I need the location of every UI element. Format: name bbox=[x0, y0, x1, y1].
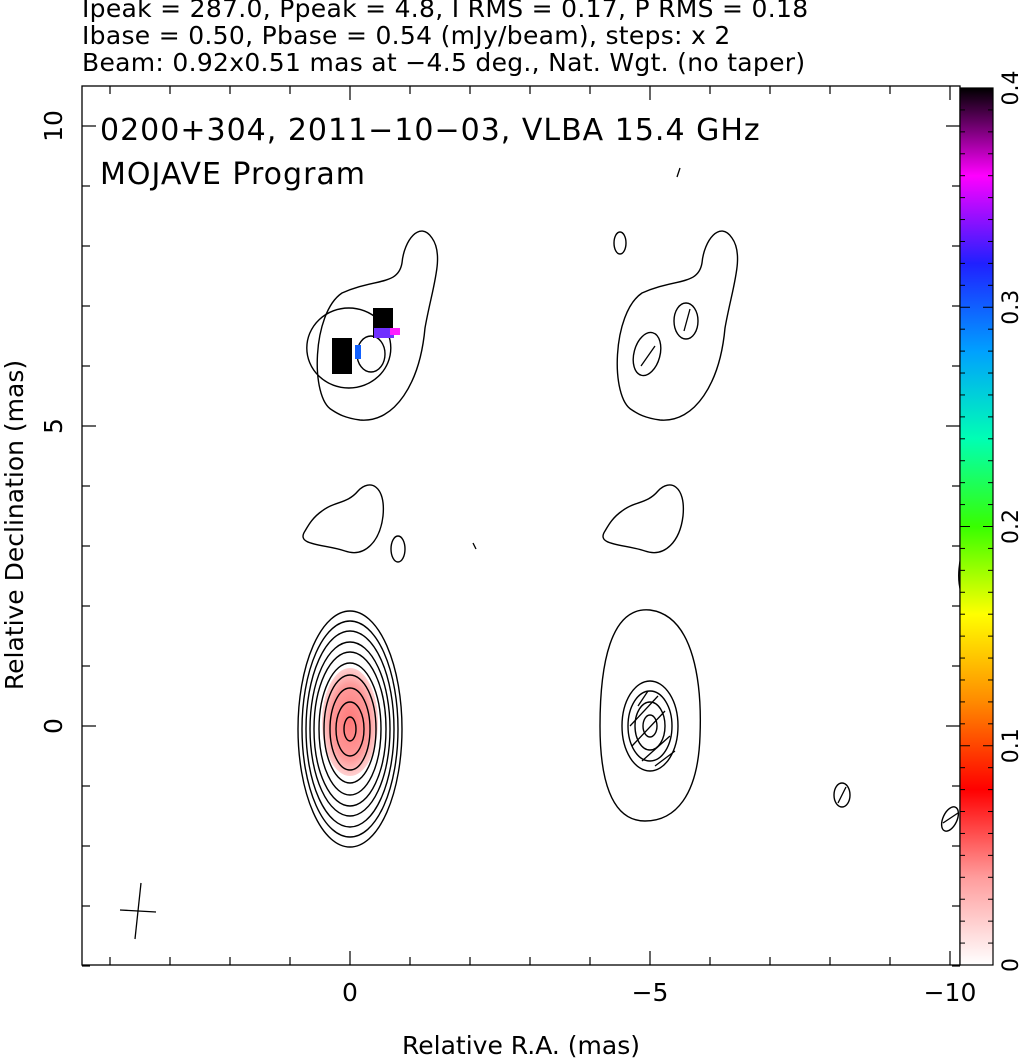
map-layer bbox=[119, 167, 960, 940]
colorbar-tick-labels: 0 0.1 0.2 0.3 0.4 bbox=[999, 71, 1021, 973]
x-tick-label: 0 bbox=[342, 978, 358, 1007]
comp-east-hatch bbox=[631, 710, 666, 747]
comp-east-middle-contour bbox=[602, 484, 685, 554]
chart-subtitle: MOJAVE Program bbox=[100, 157, 366, 192]
chart-title: 0200+304, 2011−10−03, VLBA 15.4 GHz bbox=[100, 113, 761, 148]
x-tick-label: −10 bbox=[924, 978, 977, 1007]
comp-east-contour bbox=[642, 714, 658, 738]
header-line-2: Ibase = 0.50, Pbase = 0.54 (mJy/beam), s… bbox=[82, 21, 731, 50]
comp-east-contour bbox=[627, 690, 673, 762]
core-contour bbox=[343, 716, 357, 742]
comp-east-hatch bbox=[641, 735, 671, 762]
comp-east-upper-inner-contour bbox=[632, 331, 662, 377]
colorbar-tick-label: 0.2 bbox=[999, 509, 1021, 544]
header-line-3: Beam: 0.92x0.51 mas at −4.5 deg., Nat. W… bbox=[82, 48, 806, 77]
core-contour bbox=[318, 662, 382, 796]
comp-east-contour bbox=[634, 701, 666, 751]
jet-middle-contour bbox=[302, 484, 385, 554]
core-contour bbox=[301, 620, 399, 838]
plot-frame bbox=[81, 85, 961, 966]
core-contour bbox=[305, 630, 395, 828]
axis-ticks bbox=[82, 86, 960, 967]
y-tick-label: 5 bbox=[39, 418, 68, 434]
core-contour bbox=[323, 674, 377, 784]
y-tick-labels: 0 5 10 bbox=[39, 110, 68, 734]
colorbar-tick-label: 0 bbox=[999, 958, 1021, 972]
polarization-pixel bbox=[390, 328, 400, 335]
small-contour bbox=[833, 782, 851, 808]
comp-east-hatch bbox=[629, 695, 659, 727]
x-tick-labels: 0 −5 −10 bbox=[342, 978, 976, 1007]
colorbar-tick-label: 0.1 bbox=[999, 728, 1021, 763]
y-tick-label: 0 bbox=[39, 718, 68, 734]
polarization-pixel bbox=[355, 345, 361, 359]
comp-east-contour bbox=[621, 680, 679, 772]
beam-like-component bbox=[958, 535, 960, 605]
core-contour bbox=[329, 687, 371, 771]
noise-mark bbox=[676, 167, 681, 178]
jet-upper-outer-contour bbox=[316, 230, 439, 421]
core-contour bbox=[297, 610, 403, 848]
polarization-pixel bbox=[332, 338, 352, 374]
y-tick-label: 10 bbox=[39, 110, 68, 142]
comp-east-hatch bbox=[654, 750, 676, 767]
small-contour bbox=[390, 535, 406, 563]
y-axis-label: Relative Declination (mas) bbox=[0, 360, 29, 690]
core-contour bbox=[335, 701, 365, 757]
comp-east-upper-inner-contour bbox=[673, 302, 699, 340]
jet-upper-inner-contour bbox=[356, 335, 386, 373]
small-contour bbox=[613, 231, 627, 255]
x-tick-label: −5 bbox=[632, 978, 669, 1007]
small-contour bbox=[940, 806, 960, 832]
polarization-pixel bbox=[374, 328, 394, 338]
jet-upper-mid-contour bbox=[306, 307, 392, 389]
colorbar: 0 0.1 0.2 0.3 0.4 bbox=[959, 71, 1021, 973]
comp-east-upper-outer-contour bbox=[616, 230, 739, 421]
x-axis-label: Relative R.A. (mas) bbox=[402, 1031, 640, 1060]
core-contour bbox=[313, 651, 387, 807]
noise-mark bbox=[472, 542, 477, 550]
core-polarization-fill bbox=[322, 668, 378, 776]
comp-east-upper-hatch bbox=[683, 308, 691, 332]
colorbar-tick-label: 0.4 bbox=[999, 71, 1021, 106]
core-contour bbox=[309, 641, 391, 817]
comp-east-upper-hatch bbox=[640, 345, 656, 367]
colorbar-tick-label: 0.3 bbox=[999, 290, 1021, 325]
comp-east-hatch bbox=[637, 690, 649, 707]
small-hatch bbox=[837, 786, 847, 804]
colorbar-ticks bbox=[960, 87, 993, 966]
comp-east-outer-contour bbox=[599, 609, 701, 822]
header-line-1: Ipeak = 287.0, Ppeak = 4.8, I RMS = 0.17… bbox=[82, 0, 809, 23]
beam-cross bbox=[134, 882, 142, 940]
small-hatch bbox=[942, 812, 959, 824]
